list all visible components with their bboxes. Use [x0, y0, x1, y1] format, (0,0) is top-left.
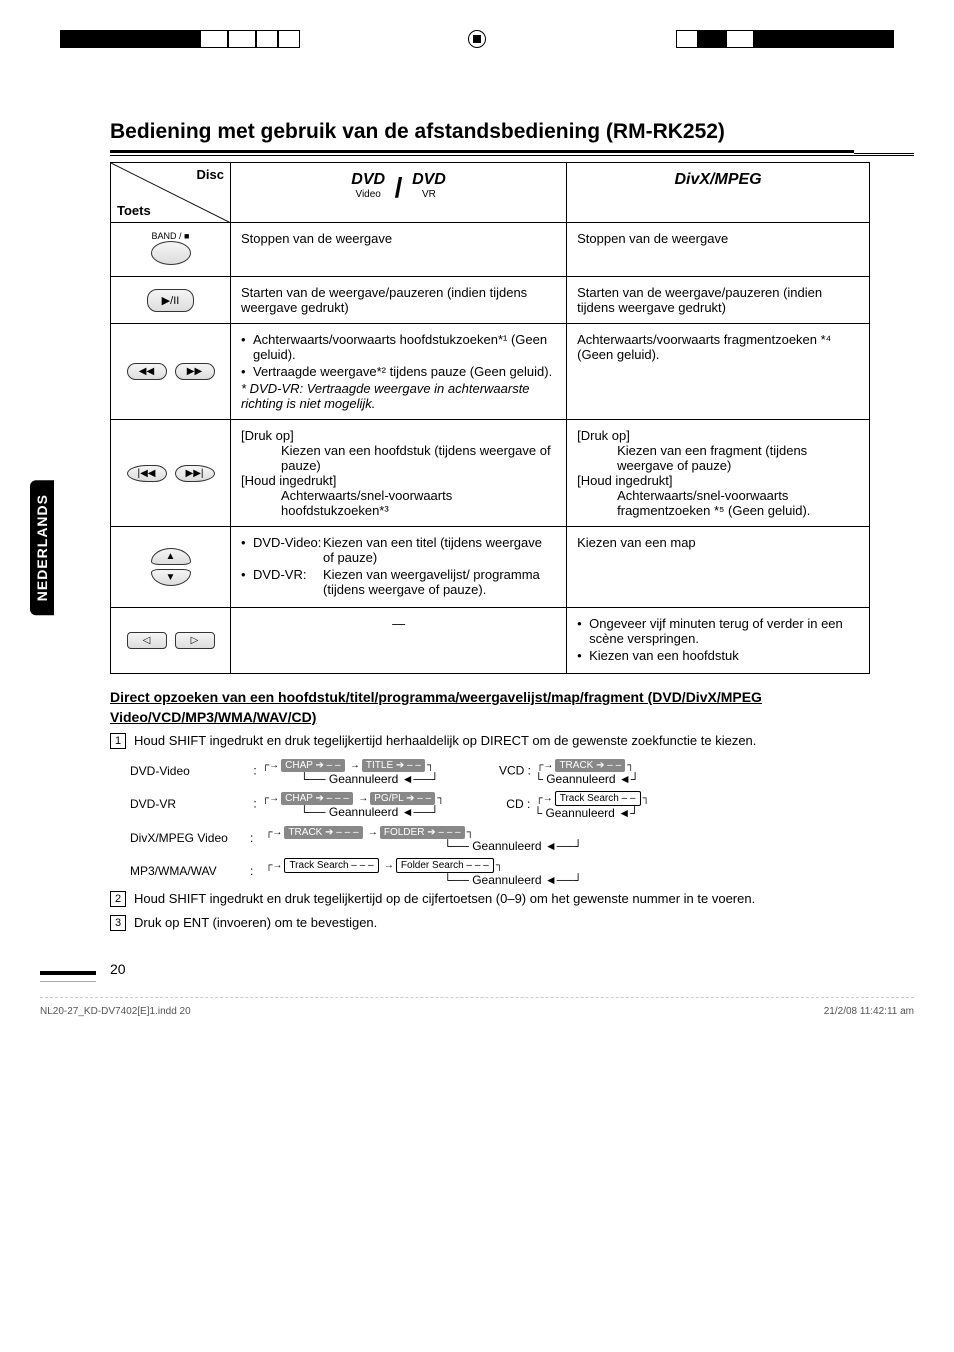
cell-text: Stoppen van de weergave — [231, 223, 567, 277]
down-button-icon: ▼ — [151, 569, 191, 586]
controls-table: Disc Toets DVDVideo / DVDVR DivX/MPEG BA… — [110, 162, 870, 674]
page-number: 20 — [110, 961, 914, 977]
step-2: 2 Houd SHIFT ingedrukt en druk tegelijke… — [110, 891, 914, 907]
forward-button-icon: ▶▶ — [175, 363, 215, 380]
right-button-icon: ▷ — [175, 632, 215, 649]
header-diagonal: Disc Toets — [111, 163, 231, 223]
footer-file: NL20-27_KD-DV7402[E]1.indd 20 — [40, 1006, 191, 1017]
cell-text: Achterwaarts/voorwaarts hoofdstukzoeken*… — [231, 324, 567, 420]
button-cell: ◀◀ ▶▶ — [111, 324, 231, 420]
flow-row: DVD-Video : ┌→CHAP ➔ – – →TITLE ➔ – –┐ └… — [130, 757, 914, 786]
rewind-button-icon: ◀◀ — [127, 363, 167, 380]
flow-row: DivX/MPEG Video: ┌→TRACK ➔ – – – →FOLDER… — [130, 824, 914, 853]
table-row: |◀◀ ▶▶| [Druk op] Kiezen van een hoofdst… — [111, 420, 870, 527]
left-button-icon: ◁ — [127, 632, 167, 649]
header-divx: DivX/MPEG — [567, 163, 870, 223]
next-track-button-icon: ▶▶| — [175, 465, 215, 482]
button-cell: ▶/II — [111, 277, 231, 324]
cell-empty: — — [231, 608, 567, 674]
prev-track-button-icon: |◀◀ — [127, 465, 167, 482]
band-stop-button-icon — [151, 241, 191, 265]
header-dvd: DVDVideo / DVDVR — [231, 163, 567, 223]
cell-text: Kiezen van een map — [567, 527, 870, 608]
crop-marks — [40, 30, 914, 70]
cell-text: Stoppen van de weergave — [567, 223, 870, 277]
flow-row: DVD-VR : ┌→CHAP ➔ – – – →PG/PL ➔ – –┐ └─… — [130, 790, 914, 820]
cell-text: Ongeveer vijf minuten terug of verder in… — [567, 608, 870, 674]
cell-text: [Druk op] Kiezen van een hoofdstuk (tijd… — [231, 420, 567, 527]
cell-text: Starten van de weergave/pauzeren (indien… — [567, 277, 870, 324]
table-row: ◀◀ ▶▶ Achterwaarts/voorwaarts hoofdstukz… — [111, 324, 870, 420]
page-title: Bediening met gebruik van de afstandsbed… — [40, 120, 914, 144]
flow-row: MP3/WMA/WAV: ┌→Track Search – – – →Folde… — [130, 857, 914, 887]
cell-text: Starten van de weergave/pauzeren (indien… — [231, 277, 567, 324]
button-cell: BAND / ■ — [111, 223, 231, 277]
step-number: 3 — [110, 915, 126, 931]
table-row: ◁ ▷ — Ongeveer vijf minuten terug of ver… — [111, 608, 870, 674]
cell-text: DVD-Video:Kiezen van een titel (tijdens … — [231, 527, 567, 608]
table-row: BAND / ■ Stoppen van de weergave Stoppen… — [111, 223, 870, 277]
button-cell: ▲ ▼ — [111, 527, 231, 608]
up-button-icon: ▲ — [151, 548, 191, 565]
title-rule — [110, 150, 914, 156]
step-3: 3 Druk op ENT (invoeren) om te bevestige… — [110, 915, 914, 931]
cell-text: Achterwaarts/voorwaarts fragmentzoeken *… — [567, 324, 870, 420]
play-pause-button-icon: ▶/II — [147, 289, 195, 312]
table-row: ▲ ▼ DVD-Video:Kiezen van een titel (tijd… — [111, 527, 870, 608]
button-cell: ◁ ▷ — [111, 608, 231, 674]
cell-text: [Druk op] Kiezen van een fragment (tijde… — [567, 420, 870, 527]
footer-timestamp: 21/2/08 11:42:11 am — [824, 1006, 914, 1017]
footer: NL20-27_KD-DV7402[E]1.indd 20 21/2/08 11… — [40, 997, 914, 1017]
language-tab: NEDERLANDS — [30, 480, 54, 615]
section-heading: Direct opzoeken van een hoofdstuk/titel/… — [110, 688, 914, 727]
step-1: 1 Houd SHIFT ingedrukt en druk tegelijke… — [110, 733, 914, 749]
button-cell: |◀◀ ▶▶| — [111, 420, 231, 527]
table-row: ▶/II Starten van de weergave/pauzeren (i… — [111, 277, 870, 324]
step-number: 1 — [110, 733, 126, 749]
step-number: 2 — [110, 891, 126, 907]
